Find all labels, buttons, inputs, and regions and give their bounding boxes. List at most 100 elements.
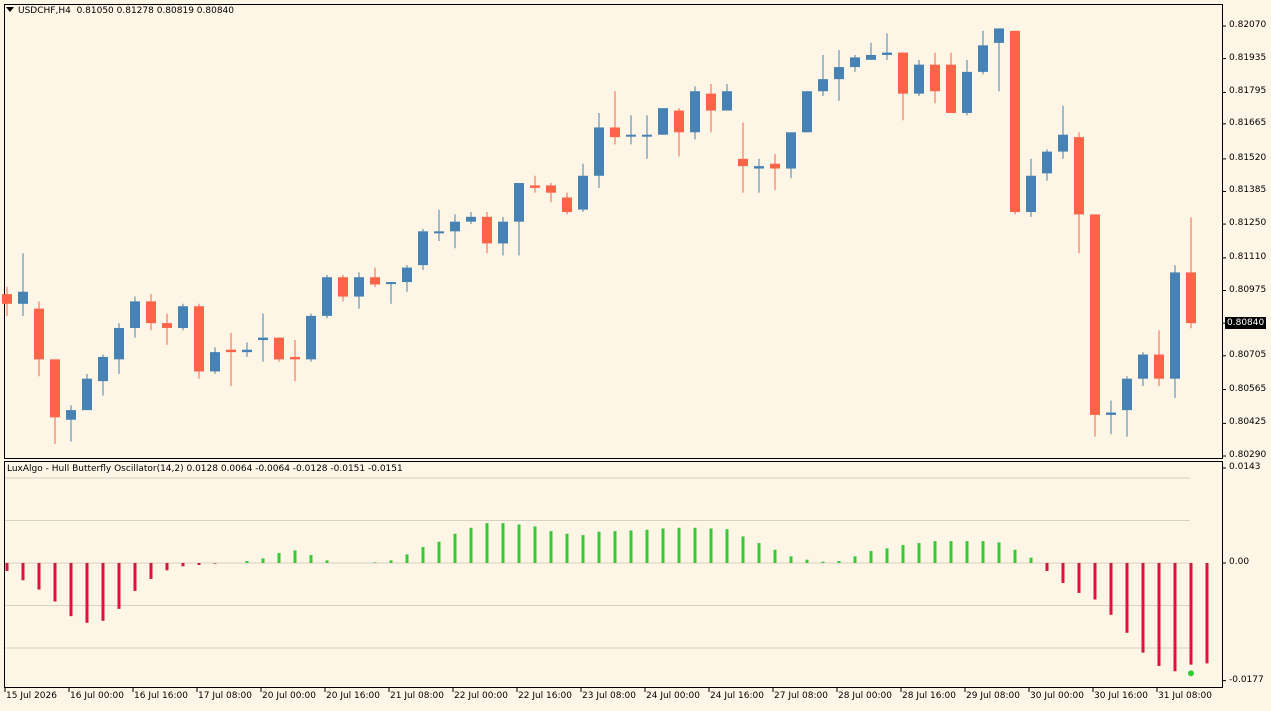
time-tick-label: 24 Jul 16:00 bbox=[710, 691, 764, 701]
candle-bear bbox=[898, 52, 908, 94]
time-tick-label: 20 Jul 00:00 bbox=[262, 691, 316, 701]
candle-bear bbox=[530, 185, 540, 188]
candle-bear bbox=[738, 158, 748, 167]
candle-bear bbox=[482, 216, 492, 244]
price-tick-label: 0.81795 bbox=[1229, 86, 1267, 97]
candle-bull bbox=[210, 352, 220, 372]
price-tick-label: 0.81935 bbox=[1229, 52, 1267, 63]
candle-bull bbox=[962, 71, 972, 113]
candle-bull bbox=[114, 327, 124, 360]
candle-bull bbox=[242, 349, 252, 353]
time-tick-label: 29 Jul 08:00 bbox=[966, 691, 1020, 701]
price-tick-label: 0.80975 bbox=[1229, 284, 1267, 295]
candle-bear bbox=[1186, 272, 1196, 324]
candle-bull bbox=[66, 410, 76, 420]
time-tick-label: 23 Jul 08:00 bbox=[582, 691, 636, 701]
main-chart-title[interactable]: USDCHF,H4 0.81050 0.81278 0.80819 0.8084… bbox=[6, 6, 234, 16]
candle-bear bbox=[1090, 214, 1100, 415]
time-tick-label: 22 Jul 16:00 bbox=[518, 691, 572, 701]
time-tick-label: 16 Jul 16:00 bbox=[134, 691, 188, 701]
candle-bull bbox=[258, 337, 268, 341]
price-tick-label: 0.80290 bbox=[1229, 450, 1267, 460]
candle-bear bbox=[546, 185, 556, 193]
candle-bear bbox=[162, 323, 172, 328]
price-tick-label: 0.81520 bbox=[1229, 152, 1267, 163]
candle-bull bbox=[386, 282, 396, 285]
candle-bull bbox=[802, 91, 812, 133]
candle-bull bbox=[1058, 134, 1068, 152]
candle-bear bbox=[50, 359, 60, 418]
candle-bull bbox=[1026, 175, 1036, 213]
candle-bull bbox=[1138, 354, 1148, 379]
price-tick-label: 0.81110 bbox=[1229, 251, 1267, 262]
oscillator-tick-label: 0.0143 bbox=[1229, 462, 1261, 472]
candle-bull bbox=[306, 315, 316, 360]
candle-bull bbox=[466, 216, 476, 222]
candle-bull bbox=[882, 52, 892, 55]
candle-bull bbox=[1042, 151, 1052, 174]
candle-bull bbox=[722, 91, 732, 111]
oscillator-axis-ticks bbox=[1222, 467, 1226, 682]
candle-bear bbox=[562, 197, 572, 213]
price-tick-label: 0.81665 bbox=[1229, 117, 1267, 128]
symbol-label: USDCHF,H4 bbox=[18, 6, 71, 16]
ohlc-readout: 0.81050 0.81278 0.80819 0.80840 bbox=[76, 6, 235, 16]
candle-bull bbox=[594, 127, 604, 176]
main-panel-border bbox=[4, 4, 1223, 459]
time-tick-label: 17 Jul 08:00 bbox=[198, 691, 252, 701]
candle-bull bbox=[322, 277, 332, 316]
candle-bear bbox=[290, 356, 300, 360]
time-tick-label: 30 Jul 00:00 bbox=[1030, 691, 1084, 701]
candle-bull bbox=[1170, 272, 1180, 379]
candle-bull bbox=[994, 28, 1004, 43]
candle-bull bbox=[690, 91, 700, 133]
candle-bull bbox=[418, 231, 428, 266]
time-tick-label: 28 Jul 16:00 bbox=[902, 691, 956, 701]
price-tick-label: 0.82070 bbox=[1229, 20, 1267, 30]
candle-bull bbox=[786, 132, 796, 169]
candle-bull bbox=[626, 134, 636, 137]
time-tick-label: 22 Jul 00:00 bbox=[454, 691, 508, 701]
candle-bull bbox=[178, 306, 188, 328]
candle-bear bbox=[674, 110, 684, 133]
candle-bull bbox=[130, 301, 140, 328]
time-tick-label: 31 Jul 08:00 bbox=[1158, 691, 1212, 701]
time-tick-label: 20 Jul 16:00 bbox=[326, 691, 380, 701]
time-tick-label: 24 Jul 00:00 bbox=[646, 691, 700, 701]
candle-bull bbox=[402, 267, 412, 283]
candle-bull bbox=[818, 79, 828, 92]
candle-bull bbox=[434, 231, 444, 234]
price-tick-label: 0.80565 bbox=[1229, 383, 1267, 394]
price-tick-label: 0.80425 bbox=[1229, 417, 1267, 428]
price-axis-ticks bbox=[1222, 25, 1226, 457]
candle-bull bbox=[578, 175, 588, 210]
oscillator-tick-label: -0.0177 bbox=[1229, 674, 1264, 685]
candle-bear bbox=[34, 308, 44, 360]
candle-bull bbox=[850, 57, 860, 68]
candle-bear bbox=[146, 301, 156, 324]
candle-bull bbox=[658, 108, 668, 135]
candle-bull bbox=[98, 356, 108, 382]
candle-bull bbox=[834, 67, 844, 80]
time-tick-label: 15 Jul 2026 bbox=[6, 691, 57, 701]
candle-bear bbox=[274, 337, 284, 360]
chevron-down-icon[interactable] bbox=[6, 7, 14, 12]
candle-bear bbox=[946, 64, 956, 113]
candle-bear bbox=[1074, 137, 1084, 215]
candlestick-series[interactable] bbox=[2, 28, 1196, 444]
price-tick-label: 0.80705 bbox=[1229, 349, 1267, 360]
candle-bull bbox=[514, 183, 524, 222]
candle-bull bbox=[82, 378, 92, 411]
candle-bear bbox=[338, 277, 348, 297]
candle-bear bbox=[226, 349, 236, 353]
oscillator-histogram[interactable] bbox=[5, 523, 1209, 672]
candle-bull bbox=[354, 277, 364, 297]
time-tick-label: 30 Jul 16:00 bbox=[1094, 691, 1148, 701]
candle-bear bbox=[2, 294, 12, 304]
candle-bear bbox=[610, 127, 620, 138]
price-tick-label: 0.81250 bbox=[1229, 218, 1267, 229]
current-price-badge: 0.80840 bbox=[1225, 317, 1267, 329]
time-tick-label: 16 Jul 00:00 bbox=[70, 691, 124, 701]
candle-bull bbox=[914, 64, 924, 94]
